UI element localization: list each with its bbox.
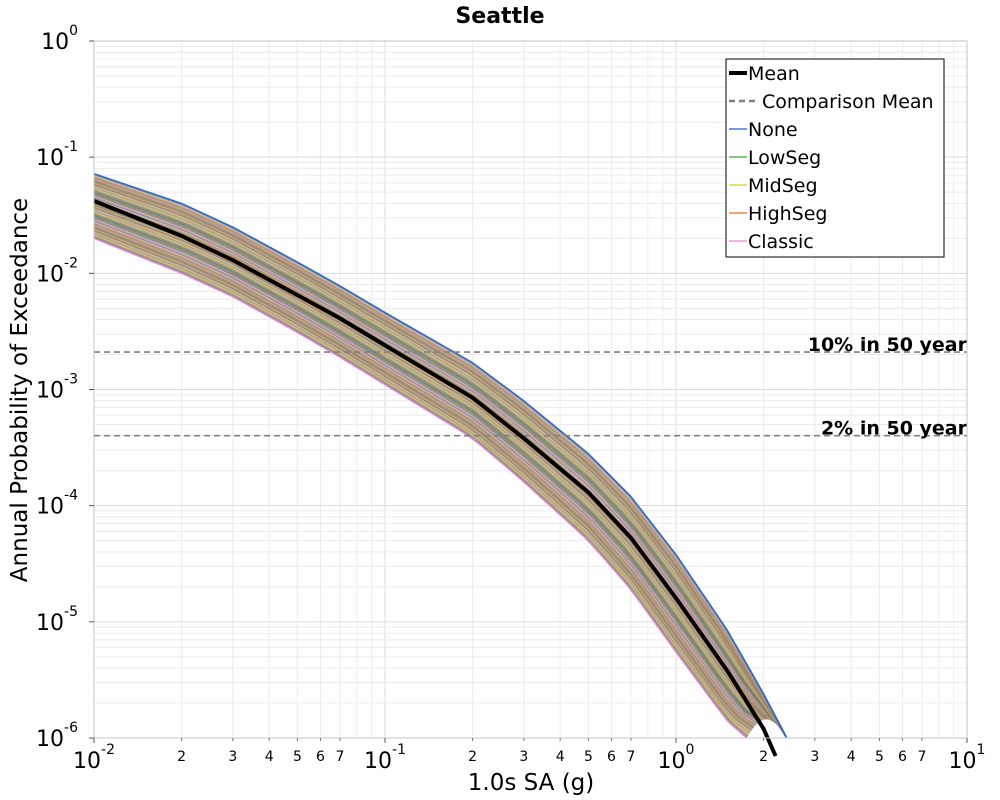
none-branch-upper-curve: [93, 173, 788, 739]
x-major-tick-label: 10-1: [364, 742, 406, 774]
x-major-tick-label: 100: [658, 742, 695, 774]
legend-label: HighSeg: [748, 203, 827, 225]
legend-label: None: [748, 119, 798, 141]
x-minor-tick-label: 4: [265, 749, 274, 765]
x-minor-tick-label: 6: [898, 749, 907, 765]
x-minor-tick-label: 2: [468, 749, 477, 765]
y-major-tick-label: 100: [41, 23, 78, 55]
legend-label: Mean: [748, 63, 800, 85]
legend-label: LowSeg: [748, 147, 821, 169]
mean-curve: [93, 199, 778, 757]
mean-curve-layer: [93, 199, 778, 757]
reference-line-label: 10% in 50 year: [808, 334, 968, 356]
legend-box: [725, 58, 945, 258]
y-major-tick-label: 10-5: [36, 604, 78, 636]
x-axis-label: 1.0s SA (g): [468, 770, 595, 796]
x-minor-tick-label: 2: [759, 749, 768, 765]
x-minor-tick-label: 6: [316, 749, 325, 765]
x-minor-tick-label: 6: [607, 749, 616, 765]
y-major-tick-label: 10-2: [36, 255, 78, 287]
x-minor-tick-label: 5: [584, 749, 593, 765]
x-minor-tick-label: 7: [335, 749, 344, 765]
x-major-tick-label: 10-2: [73, 742, 115, 774]
x-minor-tick-label: 5: [875, 749, 884, 765]
y-major-tick-label: 10-3: [36, 372, 78, 404]
x-minor-tick-label: 4: [847, 749, 856, 765]
legend-items: Mean Comparison Mean None LowSeg MidSeg HighS…: [729, 63, 934, 253]
legend: Mean Comparison Mean None LowSeg MidSeg HighS…: [725, 58, 945, 258]
legend-label: Classic: [748, 231, 814, 253]
y-major-tick-label: 10-1: [36, 139, 78, 171]
x-minor-tick-label: 3: [519, 749, 528, 765]
x-minor-tick-label: 7: [626, 749, 635, 765]
x-minor-tick-label: 7: [917, 749, 926, 765]
chart-title: Seattle: [455, 4, 544, 29]
y-major-tick-label: 10-6: [36, 720, 78, 752]
reference-lines: 10% in 50 year 2% in 50 year: [94, 334, 968, 440]
x-major-tick-label: 101: [949, 742, 986, 774]
classic-branch-lower-curve: [93, 237, 748, 739]
x-minor-tick-label: 4: [556, 749, 565, 765]
y-major-tick-label: 10-4: [36, 488, 78, 520]
x-minor-tick-label: 5: [293, 749, 302, 765]
reference-line-label: 2% in 50 year: [821, 418, 968, 440]
legend-label: Comparison Mean: [762, 91, 934, 113]
legend-label: MidSeg: [748, 175, 818, 197]
grid: [93, 41, 967, 739]
x-minor-tick-label: 3: [228, 749, 237, 765]
x-minor-tick-label: 3: [810, 749, 819, 765]
y-axis-ticks: 10-6 10-5 10-4 10-3 10-2 10-1 100: [36, 23, 94, 752]
y-axis-label: Annual Probability of Exceedance: [7, 198, 33, 582]
x-minor-tick-label: 2: [177, 749, 186, 765]
